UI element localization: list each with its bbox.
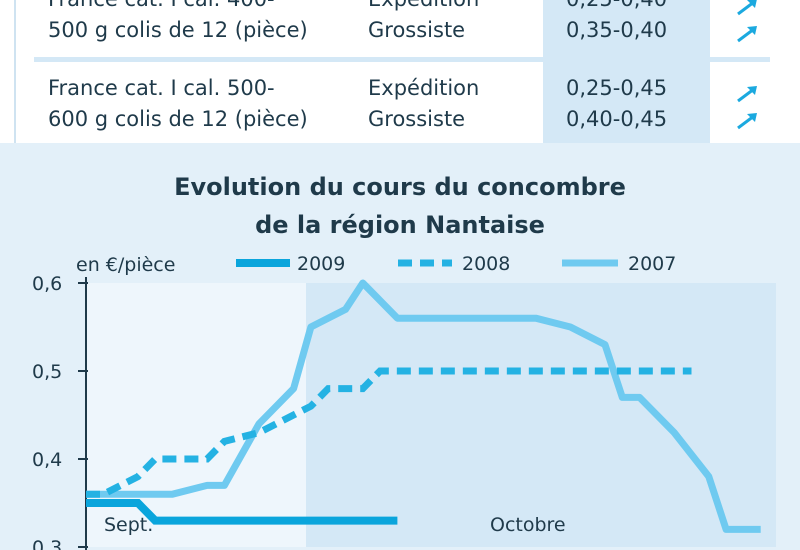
row1-market-grossiste: Grossiste — [368, 18, 466, 42]
up-arrow-icon — [737, 26, 757, 43]
chart-title-line2: de la région Nantaise — [255, 211, 545, 239]
row2-price-expedition: 0,25-0,45 — [566, 76, 668, 100]
row1-market-expedition: Expédition — [368, 0, 479, 14]
table-bottom-band — [0, 143, 800, 161]
up-arrow-icon — [737, 113, 757, 130]
y-tick-label: 0,6 — [32, 273, 62, 295]
row2-market-expedition: Expédition — [368, 76, 480, 100]
x-annotation-octobre: Octobre — [490, 514, 566, 536]
legend-label-2007: 2007 — [628, 253, 676, 275]
row1-price-grossiste: 0,35-0,40 — [566, 18, 668, 42]
row2-price-grossiste: 0,40-0,45 — [566, 107, 668, 131]
x-annotation-sept: Sept. — [104, 514, 153, 536]
up-arrow-icon — [737, 0, 757, 16]
row1-product-line1: France cat. I cal. 400- — [48, 0, 275, 14]
series-line-2009 — [86, 499, 398, 525]
y-tick-label: 0,5 — [32, 361, 62, 383]
chart-title-line1: Evolution du cours du concombre — [174, 173, 626, 201]
price-column-highlight — [543, 0, 710, 143]
y-axis-label: en €/pièce — [76, 254, 175, 276]
series-line-2008 — [86, 367, 692, 498]
legend-label-2008: 2008 — [462, 253, 510, 275]
row1-price-expedition: 0,25-0,40 — [566, 0, 667, 14]
legend-label-2009: 2009 — [297, 253, 345, 275]
row2-market-grossiste: Grossiste — [368, 107, 466, 131]
line-chart: 0,3 0,4 0,5 0,6 en €/pièce 2009 2008 2007 Sept. O… — [32, 253, 776, 550]
up-arrow-icon — [737, 86, 757, 103]
row-divider — [34, 57, 770, 62]
row2-product-line2: 600 g colis de 12 (pièce) — [48, 107, 308, 131]
series-line-2007 — [86, 279, 761, 533]
y-tick-label: 0,4 — [32, 449, 62, 471]
y-tick-label: 0,3 — [32, 537, 62, 550]
row2-product-line1: France cat. I cal. 500- — [48, 76, 275, 100]
plot-area-september — [86, 283, 306, 547]
row1-product-line2: 500 g colis de 12 (pièce) — [48, 18, 308, 42]
